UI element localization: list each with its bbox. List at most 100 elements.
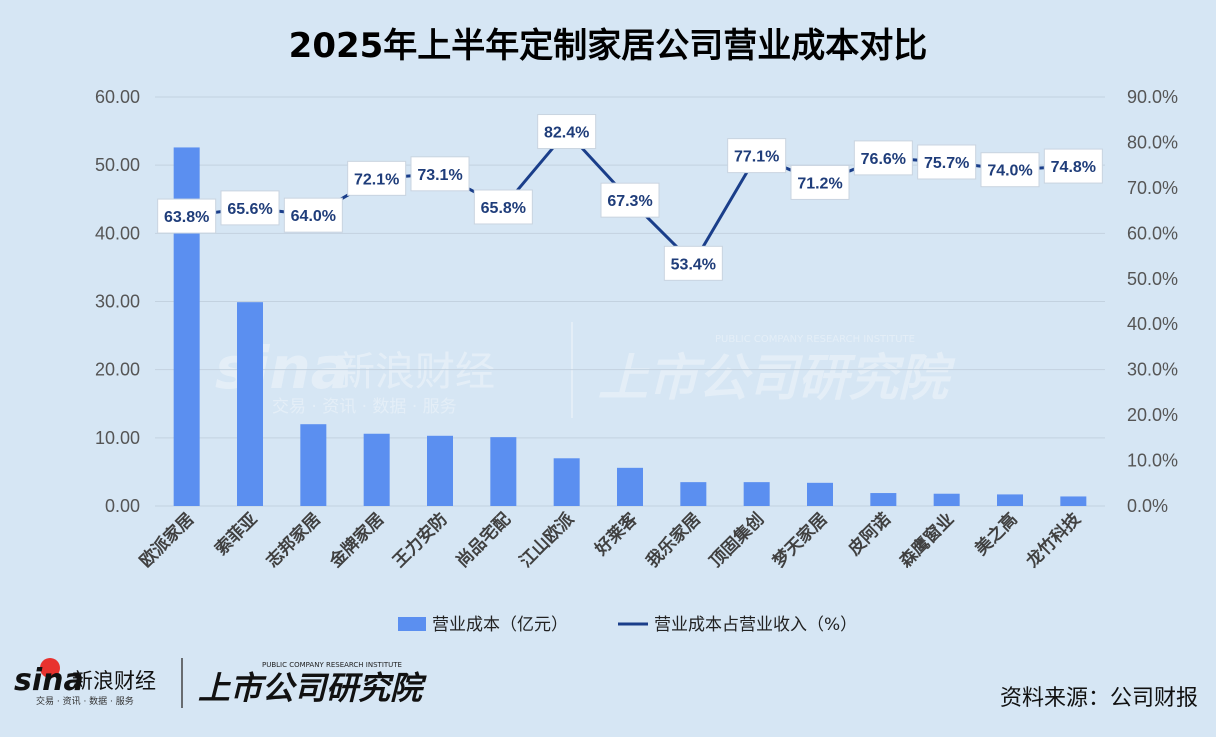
- right-tick-label: 80.0%: [1127, 132, 1178, 152]
- bar: [933, 493, 960, 506]
- pct-label-text: 65.6%: [227, 201, 272, 218]
- footer-sina-slogan: 交易 · 资讯 · 数据 · 服务: [36, 695, 134, 707]
- category-label: 梦天家居: [769, 509, 832, 572]
- pct-label-box: [600, 182, 660, 218]
- category-label: 森鹰窗业: [895, 509, 958, 572]
- left-tick-label: 60.00: [95, 87, 140, 107]
- pct-label-box: [537, 114, 597, 150]
- right-tick-label: 90.0%: [1127, 87, 1178, 107]
- pct-label-text: 76.6%: [861, 151, 906, 168]
- legend-bar-swatch: [398, 617, 426, 631]
- bar: [807, 482, 833, 506]
- pct-labels: 63.8% 65.6% 64.0% 72.1% 73.1% 65.8% 82.4% 67.3%…: [157, 114, 1103, 281]
- pct-data-label: 74.8%: [1043, 148, 1103, 184]
- left-tick-label: 50.00: [95, 155, 140, 175]
- category-label: 索菲亚: [211, 509, 262, 560]
- pct-data-label: 71.2%: [790, 164, 850, 200]
- pct-label-text: 53.4%: [671, 256, 716, 273]
- watermark-sina-slogan: 交易 · 资讯 · 数据 · 服务: [272, 397, 457, 417]
- pct-data-label: 76.6%: [853, 140, 913, 176]
- left-tick-label: 40.00: [95, 223, 140, 243]
- category-label: 美之高: [971, 509, 1022, 560]
- watermark-institute-en: PUBLIC COMPANY RESEARCH INSTITUTE: [715, 334, 915, 345]
- left-tick-label: 0.00: [105, 496, 140, 516]
- pct-label-text: 64.0%: [291, 208, 336, 225]
- category-label: 龙竹科技: [1021, 508, 1085, 572]
- legend: 营业成本（亿元） 营业成本占营业收入（%）: [398, 615, 857, 635]
- pct-label-box: [853, 140, 913, 176]
- right-tick-label: 0.0%: [1127, 496, 1168, 516]
- pct-label-box: [410, 156, 470, 192]
- bar: [553, 458, 580, 506]
- pct-data-label: 82.4%: [537, 114, 597, 150]
- watermark: sina 新浪财经 交易 · 资讯 · 数据 · 服务 上市公司研究院 PUBL…: [215, 322, 956, 418]
- pct-label-text: 72.1%: [354, 171, 399, 188]
- footer-sina-brand: 新浪财经: [72, 669, 156, 693]
- pct-label-text: 75.7%: [924, 155, 969, 172]
- pct-label-text: 77.1%: [734, 149, 779, 166]
- left-axis: 0.00 10.00 20.00 30.00 40.00 50.00 60.00: [95, 87, 140, 516]
- pct-label-box: [917, 144, 977, 180]
- pct-label-text: 82.4%: [544, 125, 589, 142]
- bar: [997, 494, 1023, 506]
- pct-label-box: [283, 197, 343, 233]
- pct-label-box: [1043, 148, 1103, 184]
- left-tick-label: 10.00: [95, 428, 140, 448]
- pct-label-box: [790, 164, 850, 200]
- bar: [363, 433, 390, 506]
- right-tick-label: 20.0%: [1127, 405, 1178, 425]
- pct-label-box: [663, 245, 723, 281]
- right-tick-label: 60.0%: [1127, 223, 1178, 243]
- category-label: 我乐家居: [642, 509, 705, 572]
- bar: [1060, 496, 1087, 506]
- pct-data-label: 73.1%: [410, 156, 470, 192]
- category-label: 好莱客: [590, 508, 642, 560]
- pct-data-label: 75.7%: [917, 144, 977, 180]
- bar: [870, 493, 897, 506]
- bar: [680, 482, 707, 506]
- right-tick-label: 40.0%: [1127, 314, 1178, 334]
- watermark-sina-brand: 新浪财经: [335, 349, 495, 395]
- watermark-institute: 上市公司研究院: [598, 349, 956, 407]
- pct-label-box: [473, 189, 533, 225]
- watermark-sina: sina: [215, 334, 350, 402]
- category-label: 皮阿诺: [844, 509, 895, 560]
- pct-data-label: 67.3%: [600, 182, 660, 218]
- category-label: 顶固集创: [705, 509, 768, 572]
- pct-label-text: 74.0%: [987, 163, 1032, 180]
- bar: [617, 467, 643, 506]
- pct-data-label: 64.0%: [283, 197, 343, 233]
- sina-eye-icon: [40, 658, 60, 678]
- chart-title: 2025年上半年定制家居公司营业成本对比: [288, 26, 928, 66]
- right-axis: 0.0% 10.0% 20.0% 30.0% 40.0% 50.0% 60.0% 70.0% 8…: [1127, 87, 1178, 516]
- bar: [743, 482, 770, 506]
- left-tick-label: 30.00: [95, 292, 140, 312]
- pct-data-label: 77.1%: [727, 138, 787, 174]
- legend-line-label: 营业成本占营业收入（%）: [654, 615, 857, 635]
- footer-institute: 上市公司研究院: [198, 669, 427, 707]
- footer-sina: sina: [14, 663, 84, 698]
- pct-label-box: [347, 160, 407, 196]
- pct-data-label: 65.6%: [220, 190, 280, 226]
- pct-data-label: 53.4%: [663, 245, 723, 281]
- right-tick-label: 30.0%: [1127, 360, 1178, 380]
- pct-label-box: [727, 138, 787, 174]
- right-tick-label: 70.0%: [1127, 178, 1178, 198]
- pct-label-text: 73.1%: [417, 167, 462, 184]
- pct-label-box: [220, 190, 280, 226]
- pct-label-box: [980, 152, 1040, 188]
- category-label: 江山欧派: [515, 508, 579, 572]
- pct-label-text: 65.8%: [481, 200, 526, 217]
- category-label: 王力安防: [389, 509, 452, 572]
- left-tick-label: 20.00: [95, 360, 140, 380]
- pct-label-box: [157, 198, 217, 234]
- pct-label-text: 63.8%: [164, 209, 209, 226]
- pct-data-label: 72.1%: [347, 160, 407, 196]
- pct-label-text: 71.2%: [797, 175, 842, 192]
- legend-bar-label: 营业成本（亿元）: [432, 615, 568, 635]
- right-tick-label: 50.0%: [1127, 269, 1178, 289]
- right-tick-label: 10.0%: [1127, 451, 1178, 471]
- bar: [300, 424, 327, 506]
- pct-data-label: 65.8%: [473, 189, 533, 225]
